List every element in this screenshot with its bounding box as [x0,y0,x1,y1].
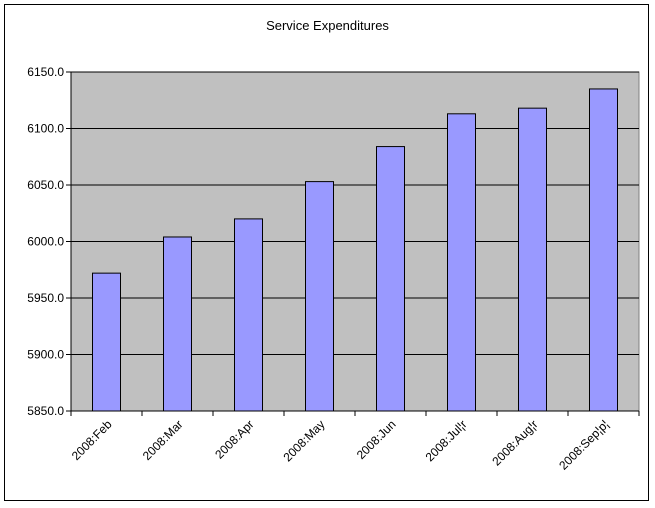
bar [163,236,192,412]
x-tick-label: 2008:Aug¦r [489,417,540,468]
y-tick-label: 6100.0 [27,122,64,136]
y-tick-label: 5900.0 [27,348,64,362]
y-tick-label: 6150.0 [27,65,64,79]
y-tick-label: 6050.0 [27,178,64,192]
y-tick-label: 6000.0 [27,235,64,249]
y-tick-label: 5950.0 [27,291,64,305]
x-tick-label: 2008:May [280,417,327,464]
bar [518,107,547,412]
x-tick-label: 2008:Apr [212,417,256,461]
bar [447,113,476,412]
chart-title: Service Expenditures [266,18,389,33]
bar [234,218,263,412]
x-tick-label: 2008:Feb [69,417,115,463]
bar [305,181,334,412]
bar [589,88,618,412]
x-tick-label: 2008:Jul¦r [423,417,470,464]
x-tick-label: 2008:Sep¦p¦ [556,417,611,472]
y-tick-label: 5850.0 [27,404,64,418]
bar [92,272,121,412]
bar [376,146,405,412]
x-tick-label: 2008:Mar [140,417,186,463]
x-tick-label: 2008:Jun [354,417,399,462]
